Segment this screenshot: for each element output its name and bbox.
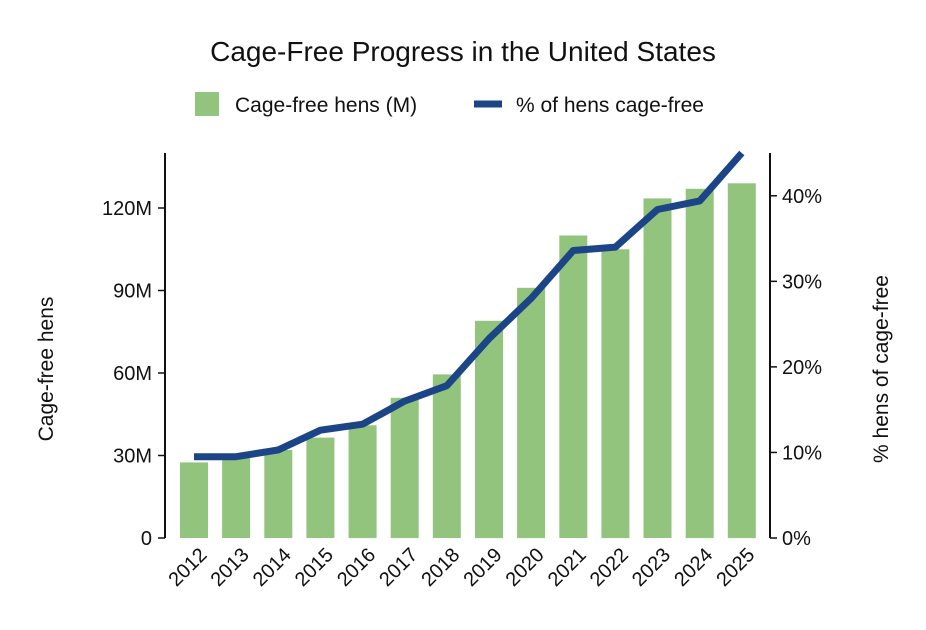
left-tick-label: 30M [113, 446, 152, 468]
x-tick-label: 2022 [586, 544, 633, 591]
x-tick-label: 2014 [249, 544, 296, 591]
right-axis-ticks: 0% 10% 20% 30% 40% [770, 186, 822, 550]
bar-2018 [432, 374, 461, 538]
left-tick-label: 0 [141, 528, 152, 550]
legend-swatch-bars [195, 92, 219, 116]
line-pct-cage-free [194, 150, 745, 461]
left-axis-title: Cage-free hens [35, 297, 58, 442]
bar-2016 [348, 425, 377, 539]
x-tick-label: 2018 [417, 544, 464, 591]
legend: Cage-free hens (M) % of hens cage-free [195, 92, 704, 117]
bar-series [180, 183, 756, 539]
right-tick-label: 10% [782, 442, 822, 464]
left-axis-ticks: 0 30M 60M 90M 120M [102, 198, 165, 550]
legend-label-line: % of hens cage-free [516, 94, 704, 117]
x-axis-ticks: 2012201320142015201620172018201920202021… [165, 544, 760, 591]
chart-title: Cage-Free Progress in the United States [210, 36, 716, 67]
x-tick-label: 2013 [207, 544, 254, 591]
left-tick-label: 90M [113, 281, 152, 303]
x-tick-label: 2020 [502, 544, 549, 591]
bar-2025 [727, 183, 756, 539]
x-tick-label: 2019 [460, 544, 507, 591]
x-tick-label: 2021 [544, 544, 591, 591]
x-tick-label: 2017 [375, 544, 422, 591]
bar-2013 [222, 455, 251, 538]
x-tick-label: 2015 [291, 544, 338, 591]
right-axis-title: % hens of cage-free [870, 275, 893, 463]
bar-2021 [559, 235, 588, 538]
bar-2020 [517, 287, 546, 539]
right-tick-label: 20% [782, 357, 822, 379]
legend-label-bars: Cage-free hens (M) [235, 94, 417, 117]
left-tick-label: 60M [113, 363, 152, 385]
right-tick-label: 0% [782, 528, 811, 550]
bar-2012 [180, 462, 208, 538]
x-tick-label: 2016 [333, 544, 380, 591]
bar-2022 [601, 249, 630, 539]
left-tick-label: 120M [102, 198, 152, 220]
right-tick-label: 30% [782, 271, 822, 293]
right-tick-label: 40% [782, 186, 822, 208]
line-series [194, 150, 745, 461]
x-tick-label: 2023 [628, 544, 675, 591]
bar-2017 [390, 397, 419, 539]
bar-2023 [643, 198, 672, 538]
bar-2014 [264, 450, 293, 538]
x-tick-label: 2024 [670, 544, 717, 591]
bar-2015 [306, 437, 335, 538]
bar-2019 [475, 320, 503, 539]
bar-2024 [685, 188, 714, 539]
x-tick-label: 2012 [165, 544, 212, 591]
x-tick-label: 2025 [712, 544, 759, 591]
